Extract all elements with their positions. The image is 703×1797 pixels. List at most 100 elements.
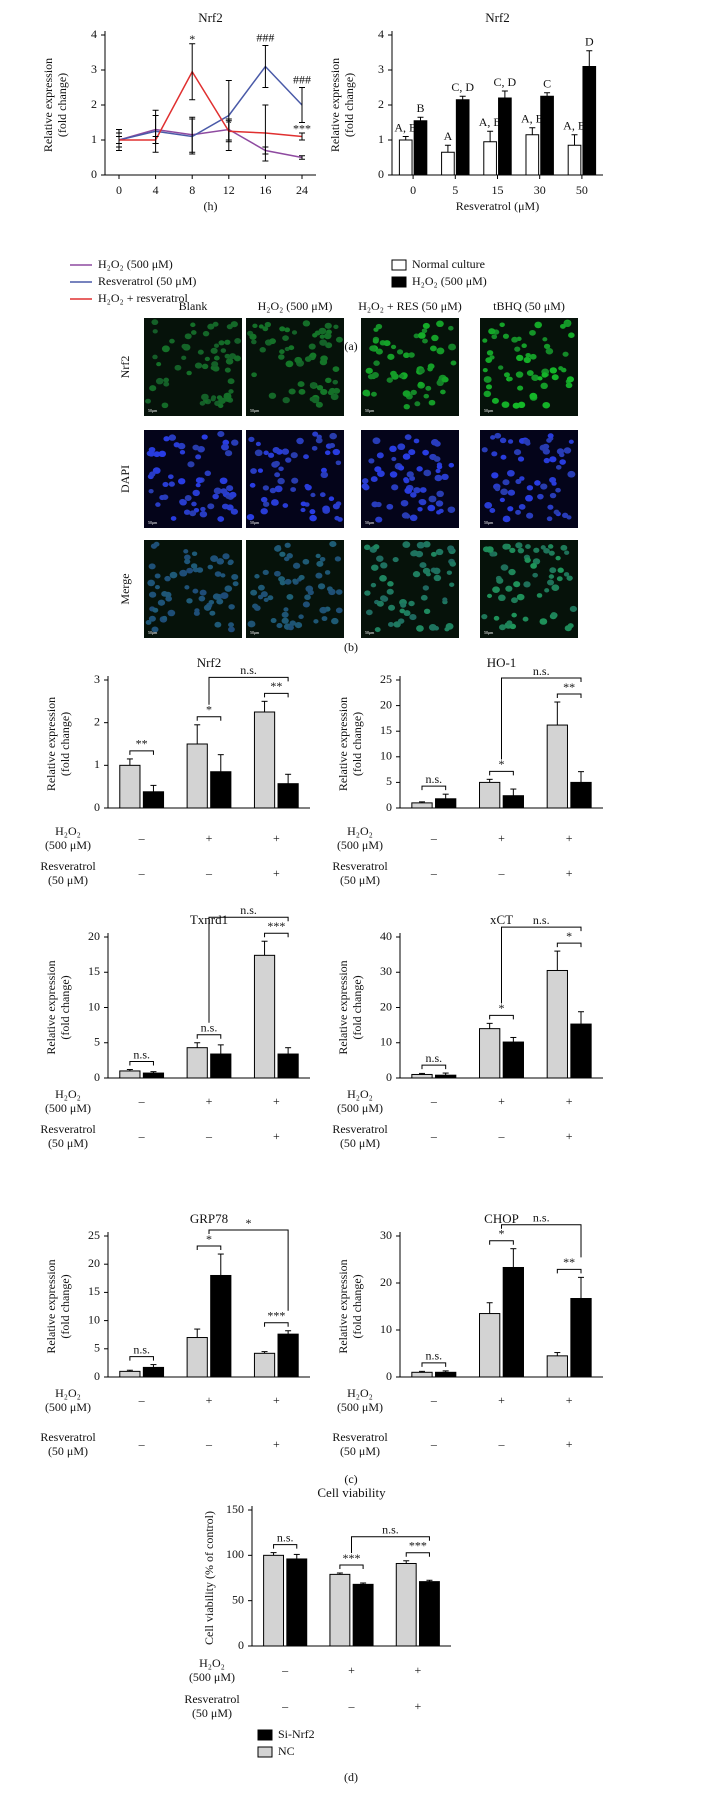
cell bbox=[515, 371, 524, 378]
cell bbox=[308, 343, 316, 350]
chart-title: Nrf2 bbox=[198, 10, 223, 25]
cell bbox=[278, 354, 285, 360]
y-tick-label: 40 bbox=[380, 929, 392, 943]
cell bbox=[559, 459, 566, 465]
cell bbox=[555, 487, 561, 493]
bar bbox=[411, 1073, 433, 1079]
y-tick-label: 0 bbox=[94, 1369, 100, 1383]
cell bbox=[386, 588, 394, 595]
cell bbox=[448, 462, 455, 468]
scale-bar-label: 50μm bbox=[484, 630, 494, 635]
condition-label: (500 μM) bbox=[45, 1400, 91, 1414]
cell bbox=[285, 360, 294, 368]
cell bbox=[284, 556, 290, 562]
cell bbox=[430, 551, 437, 557]
cell bbox=[505, 585, 513, 592]
condition-label: (50 μM) bbox=[340, 1444, 380, 1458]
cell bbox=[410, 550, 417, 557]
condition-value: – bbox=[430, 866, 438, 880]
cell bbox=[213, 343, 220, 348]
cell bbox=[323, 332, 332, 340]
cell bbox=[309, 382, 317, 388]
cell bbox=[269, 487, 277, 494]
cell bbox=[442, 597, 448, 602]
cell bbox=[199, 400, 206, 406]
micrograph bbox=[361, 540, 459, 638]
cell bbox=[496, 577, 504, 584]
cell bbox=[506, 620, 513, 626]
condition-label: (50 μM) bbox=[340, 873, 380, 887]
cell bbox=[329, 540, 337, 548]
cell bbox=[284, 578, 292, 585]
cell bbox=[152, 329, 158, 334]
panel-label: (c) bbox=[344, 1472, 357, 1486]
cell bbox=[211, 361, 219, 368]
cell bbox=[315, 572, 323, 579]
significance-bracket bbox=[196, 716, 222, 721]
condition-value: + bbox=[498, 831, 505, 845]
condition-label: H₂O₂ bbox=[55, 1386, 81, 1400]
condition-value: – bbox=[138, 831, 146, 845]
bar bbox=[286, 1558, 308, 1647]
x-tick-label: 0 bbox=[410, 183, 416, 197]
cell bbox=[201, 393, 209, 401]
condition-value: + bbox=[273, 1129, 280, 1143]
cell bbox=[515, 478, 522, 485]
cell bbox=[419, 499, 427, 506]
condition-label: (500 μM) bbox=[45, 838, 91, 852]
group-letter: A, B bbox=[394, 120, 417, 134]
cell bbox=[413, 438, 420, 444]
cell bbox=[423, 541, 431, 548]
bar bbox=[455, 99, 470, 176]
cell bbox=[506, 469, 515, 477]
cell bbox=[224, 585, 233, 592]
cell bbox=[170, 516, 177, 521]
cell bbox=[169, 571, 178, 579]
cell bbox=[289, 620, 297, 626]
cell bbox=[231, 574, 239, 581]
y-tick-label: 15 bbox=[380, 723, 392, 737]
cell bbox=[302, 320, 311, 327]
cell bbox=[404, 434, 412, 441]
condition-value: – bbox=[281, 1663, 289, 1677]
cell bbox=[332, 503, 340, 510]
cell bbox=[177, 478, 186, 485]
cell bbox=[158, 450, 167, 458]
y-tick-label: 50 bbox=[232, 1592, 244, 1606]
cell bbox=[161, 494, 169, 500]
cell bbox=[361, 478, 369, 484]
cell bbox=[525, 494, 533, 502]
cell bbox=[419, 562, 427, 569]
cell bbox=[509, 623, 517, 630]
cell bbox=[376, 555, 384, 562]
condition-value: – bbox=[281, 1699, 289, 1713]
cell bbox=[417, 332, 426, 339]
bar bbox=[546, 724, 568, 809]
significance-bracket bbox=[208, 676, 289, 705]
cell bbox=[507, 506, 514, 512]
cell bbox=[150, 543, 158, 549]
cell bbox=[529, 353, 537, 360]
y-tick-label: 0 bbox=[386, 800, 392, 814]
cell bbox=[319, 492, 326, 498]
condition-value: + bbox=[566, 1393, 573, 1407]
cell bbox=[481, 614, 488, 620]
cell bbox=[491, 472, 499, 479]
y-tick-label: 20 bbox=[380, 697, 392, 711]
cell bbox=[320, 467, 327, 473]
y-tick-label: 30 bbox=[380, 964, 392, 978]
cell bbox=[551, 584, 560, 592]
cell bbox=[311, 396, 320, 404]
cell bbox=[302, 601, 310, 608]
cell bbox=[154, 584, 160, 590]
cell bbox=[542, 448, 551, 455]
cell bbox=[329, 432, 337, 440]
cell bbox=[489, 508, 496, 513]
cell bbox=[500, 454, 507, 460]
cell bbox=[386, 377, 393, 383]
cell bbox=[156, 361, 162, 367]
significance-label: * bbox=[499, 1001, 505, 1015]
condition-label: H₂O₂ bbox=[55, 824, 81, 838]
cell bbox=[201, 363, 209, 370]
group-letter: C, D bbox=[494, 75, 517, 89]
